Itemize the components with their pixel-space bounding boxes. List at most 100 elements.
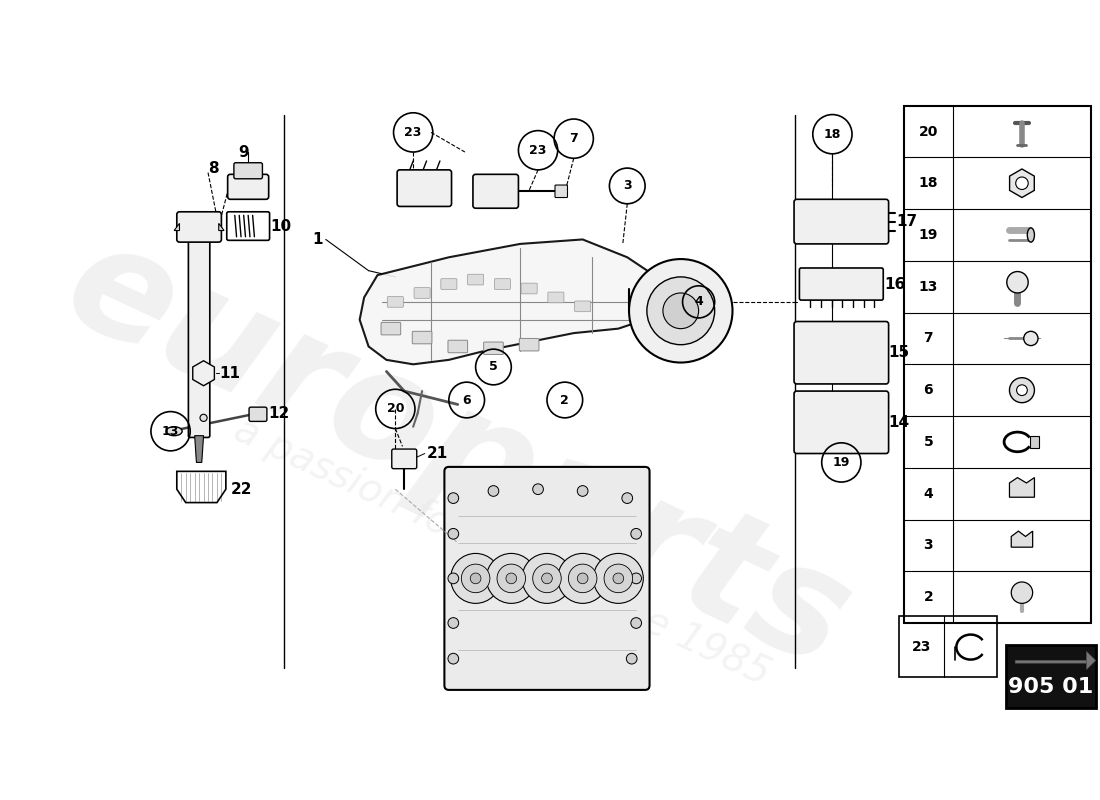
Polygon shape xyxy=(219,223,224,230)
Text: 1: 1 xyxy=(312,232,323,247)
Text: 23: 23 xyxy=(405,126,422,139)
Circle shape xyxy=(1016,385,1027,395)
Circle shape xyxy=(578,573,588,584)
Polygon shape xyxy=(192,361,215,386)
Circle shape xyxy=(1006,271,1028,293)
Circle shape xyxy=(1024,331,1038,346)
Text: 19: 19 xyxy=(918,228,938,242)
FancyBboxPatch shape xyxy=(188,238,210,438)
Text: 20: 20 xyxy=(386,402,404,415)
FancyBboxPatch shape xyxy=(414,288,430,298)
Circle shape xyxy=(1015,177,1028,190)
Text: 12: 12 xyxy=(268,406,290,421)
FancyBboxPatch shape xyxy=(473,174,518,208)
FancyBboxPatch shape xyxy=(249,407,267,422)
FancyBboxPatch shape xyxy=(1006,646,1096,708)
FancyBboxPatch shape xyxy=(548,292,564,302)
FancyBboxPatch shape xyxy=(800,268,883,300)
FancyBboxPatch shape xyxy=(448,340,468,353)
Polygon shape xyxy=(360,239,663,364)
FancyBboxPatch shape xyxy=(444,467,650,690)
Text: 13: 13 xyxy=(918,280,938,294)
Polygon shape xyxy=(1010,478,1034,498)
Circle shape xyxy=(663,293,698,329)
Ellipse shape xyxy=(1027,228,1034,242)
Circle shape xyxy=(200,414,207,422)
Text: 9: 9 xyxy=(239,145,249,159)
Circle shape xyxy=(629,259,733,362)
FancyBboxPatch shape xyxy=(521,283,537,294)
Text: 18: 18 xyxy=(824,128,842,141)
Text: 23: 23 xyxy=(912,640,932,654)
Text: a passion for parts since 1985: a passion for parts since 1985 xyxy=(229,410,777,693)
Text: 5: 5 xyxy=(490,361,498,374)
Text: 905 01: 905 01 xyxy=(1009,678,1093,698)
Circle shape xyxy=(448,493,459,503)
Text: 17: 17 xyxy=(896,214,917,229)
Circle shape xyxy=(558,554,607,603)
Circle shape xyxy=(506,573,517,584)
Circle shape xyxy=(461,564,490,593)
Circle shape xyxy=(647,277,715,345)
Circle shape xyxy=(448,618,459,628)
Circle shape xyxy=(1011,582,1033,603)
Text: 2: 2 xyxy=(560,394,569,406)
Text: 8: 8 xyxy=(208,161,219,175)
Circle shape xyxy=(497,564,526,593)
Text: 22: 22 xyxy=(230,482,252,497)
FancyBboxPatch shape xyxy=(392,449,417,469)
Text: 14: 14 xyxy=(889,414,910,430)
Text: 7: 7 xyxy=(570,132,579,145)
Bar xyxy=(1030,436,1038,448)
FancyBboxPatch shape xyxy=(794,391,889,454)
Text: 2: 2 xyxy=(923,590,933,604)
Circle shape xyxy=(448,529,459,539)
Polygon shape xyxy=(1015,651,1096,670)
FancyBboxPatch shape xyxy=(228,174,268,199)
Circle shape xyxy=(604,564,632,593)
Text: 11: 11 xyxy=(220,366,241,381)
FancyBboxPatch shape xyxy=(397,170,451,206)
Circle shape xyxy=(578,486,588,496)
Text: 23: 23 xyxy=(529,144,547,157)
Text: 3: 3 xyxy=(623,179,631,193)
Circle shape xyxy=(621,493,632,503)
Text: 13: 13 xyxy=(162,425,179,438)
FancyBboxPatch shape xyxy=(468,274,484,285)
Circle shape xyxy=(593,554,644,603)
FancyBboxPatch shape xyxy=(574,301,591,312)
FancyBboxPatch shape xyxy=(177,212,221,242)
Text: 6: 6 xyxy=(924,383,933,397)
Text: 5: 5 xyxy=(923,435,933,449)
Circle shape xyxy=(541,573,552,584)
Circle shape xyxy=(1010,378,1034,402)
Circle shape xyxy=(448,573,459,584)
FancyBboxPatch shape xyxy=(412,331,432,344)
FancyBboxPatch shape xyxy=(387,297,404,307)
Text: europarts: europarts xyxy=(44,207,872,699)
Circle shape xyxy=(626,654,637,664)
Text: 19: 19 xyxy=(833,456,850,469)
Ellipse shape xyxy=(166,426,183,436)
Circle shape xyxy=(630,618,641,628)
Text: 7: 7 xyxy=(924,331,933,346)
Circle shape xyxy=(630,529,641,539)
FancyBboxPatch shape xyxy=(484,342,504,354)
FancyBboxPatch shape xyxy=(794,199,889,244)
Text: 15: 15 xyxy=(889,346,910,360)
FancyBboxPatch shape xyxy=(234,162,263,178)
Circle shape xyxy=(488,486,498,496)
FancyBboxPatch shape xyxy=(556,185,568,198)
Circle shape xyxy=(569,564,597,593)
Polygon shape xyxy=(1010,169,1034,198)
Polygon shape xyxy=(1011,531,1033,547)
Circle shape xyxy=(613,573,624,584)
Circle shape xyxy=(448,654,459,664)
Circle shape xyxy=(532,484,543,494)
FancyBboxPatch shape xyxy=(494,278,510,290)
Text: 16: 16 xyxy=(884,277,905,291)
FancyBboxPatch shape xyxy=(519,338,539,351)
FancyBboxPatch shape xyxy=(794,322,889,384)
Text: 18: 18 xyxy=(918,176,938,190)
Circle shape xyxy=(471,573,481,584)
